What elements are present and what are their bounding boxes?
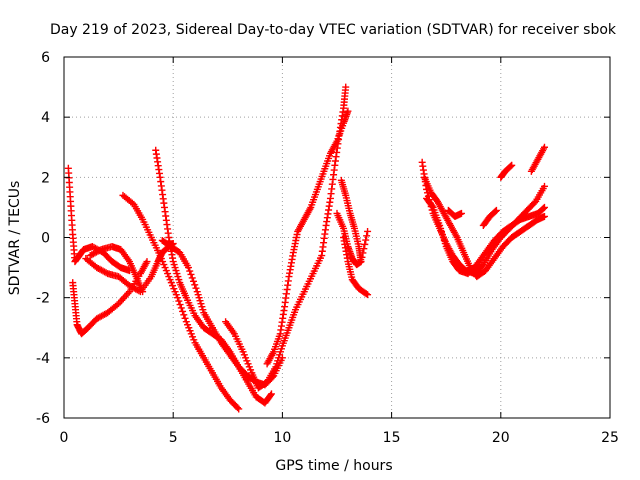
data-point bbox=[344, 107, 352, 115]
data-point bbox=[457, 209, 465, 217]
data-point bbox=[96, 246, 104, 254]
data-point bbox=[102, 269, 110, 277]
data-point bbox=[179, 307, 187, 315]
series-track-b bbox=[69, 258, 151, 338]
series-track-h bbox=[222, 83, 350, 392]
data-point bbox=[192, 284, 200, 292]
data-point bbox=[180, 311, 188, 319]
series-track-k bbox=[337, 176, 365, 266]
x-tick-label: 15 bbox=[383, 430, 401, 446]
data-point bbox=[188, 274, 196, 282]
data-point bbox=[507, 162, 515, 170]
data-point bbox=[540, 212, 548, 220]
series-track-o bbox=[423, 194, 548, 278]
data-point bbox=[189, 277, 197, 285]
y-axis-label: SDTVAR / TECUs bbox=[7, 181, 23, 296]
data-point bbox=[540, 203, 548, 211]
data-point bbox=[235, 405, 243, 413]
data-point bbox=[187, 270, 195, 278]
y-tick-label: 6 bbox=[41, 50, 50, 66]
data-point bbox=[186, 267, 194, 275]
series-track-r bbox=[497, 161, 516, 181]
x-tick-label: 20 bbox=[492, 430, 510, 446]
data-point bbox=[174, 294, 182, 302]
data-point bbox=[191, 281, 199, 289]
data-point bbox=[492, 206, 500, 214]
data-point bbox=[428, 202, 436, 210]
series-track-n bbox=[420, 173, 548, 281]
data-point bbox=[364, 227, 372, 235]
x-tick-label: 25 bbox=[601, 430, 619, 446]
data-point bbox=[364, 291, 372, 299]
data-point bbox=[267, 391, 275, 399]
series-track-a bbox=[64, 164, 134, 275]
x-tick-label: 10 bbox=[273, 430, 291, 446]
x-axis-label: GPS time / hours bbox=[275, 458, 392, 474]
data-point bbox=[357, 258, 365, 266]
series-track-i bbox=[263, 107, 352, 368]
plot-frame bbox=[63, 56, 611, 419]
x-tick-label: 0 bbox=[60, 430, 69, 446]
data-point bbox=[175, 297, 183, 305]
y-tick-label: -2 bbox=[36, 291, 50, 307]
y-tick-label: 4 bbox=[41, 110, 50, 126]
data-point bbox=[342, 83, 350, 91]
data-point bbox=[362, 236, 370, 244]
data-point bbox=[233, 404, 241, 412]
y-tick-label: -4 bbox=[36, 351, 50, 367]
grid bbox=[64, 57, 610, 418]
data-point bbox=[491, 207, 499, 215]
data-point bbox=[143, 258, 151, 266]
series-track-q bbox=[479, 206, 500, 229]
series-track-p bbox=[444, 206, 465, 220]
series-track-e bbox=[119, 191, 243, 413]
data-point bbox=[139, 288, 147, 296]
series-track-l bbox=[340, 234, 372, 299]
y-tick-label: 2 bbox=[41, 170, 50, 186]
chart-title: Day 219 of 2023, Sidereal Day-to-day VTE… bbox=[50, 22, 617, 38]
y-tick-label: -6 bbox=[36, 411, 50, 427]
data-point bbox=[177, 304, 185, 312]
data-point bbox=[176, 301, 184, 309]
data-point bbox=[540, 182, 548, 190]
data-point bbox=[361, 240, 369, 248]
series-track-d bbox=[86, 243, 147, 296]
data-point bbox=[267, 390, 275, 398]
data-point bbox=[181, 314, 189, 322]
data-point bbox=[540, 143, 548, 151]
series-track-s bbox=[527, 143, 548, 175]
data-points bbox=[64, 83, 548, 413]
data-point bbox=[540, 204, 548, 212]
y-tick-label: 0 bbox=[41, 231, 50, 247]
data-point bbox=[184, 264, 192, 272]
data-point bbox=[508, 161, 516, 169]
data-point bbox=[362, 290, 370, 298]
tick-labels: 0 5 10 15 20 25 -6 -4 -2 0 2 4 6 bbox=[36, 50, 619, 446]
x-tick-label: 5 bbox=[169, 430, 178, 446]
data-point bbox=[363, 232, 371, 240]
